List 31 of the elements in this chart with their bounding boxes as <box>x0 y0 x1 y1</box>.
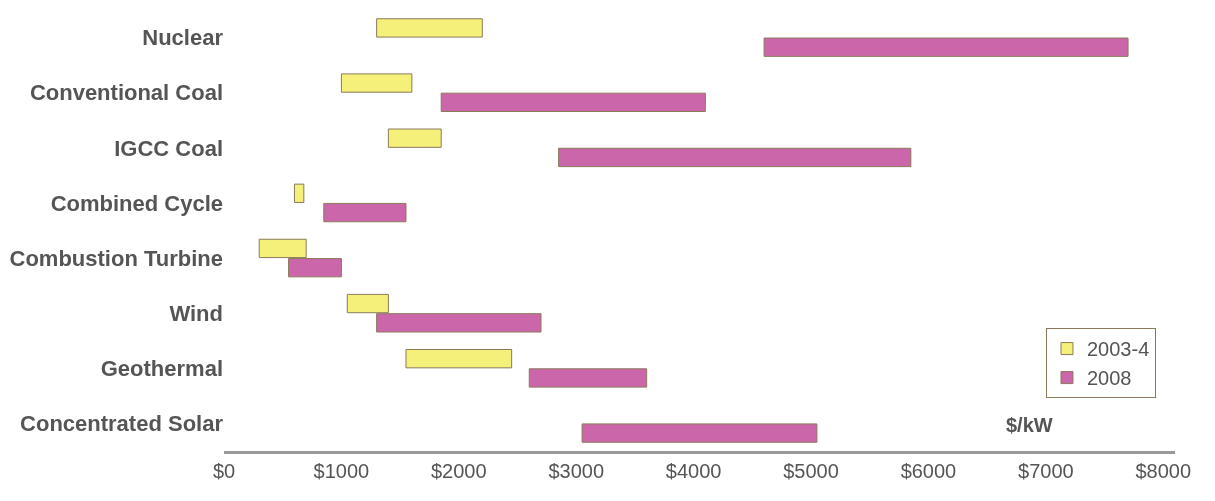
legend-label: 2008 <box>1086 367 1132 390</box>
bar <box>440 92 706 112</box>
x-tick-label: $6000 <box>900 460 957 482</box>
y-tick-label: Conventional Coal <box>29 80 223 106</box>
x-tick-label: $1000 <box>313 460 370 482</box>
bar <box>528 368 648 388</box>
y-tick-label: IGCC Coal <box>114 135 223 161</box>
bar <box>405 349 513 369</box>
y-tick-label: Geothermal <box>100 356 223 382</box>
bar <box>323 202 407 223</box>
x-tick-label: $3000 <box>548 460 605 482</box>
y-tick-label: Combustion Turbine <box>9 245 223 271</box>
bar <box>340 73 413 93</box>
bar <box>581 423 818 443</box>
bar <box>293 183 305 203</box>
bar <box>387 128 442 148</box>
x-tick-label: $0 <box>212 460 236 482</box>
y-tick-label: Nuclear <box>142 25 224 51</box>
legend-label: 2003-4 <box>1086 338 1150 361</box>
x-tick-label: $2000 <box>431 460 487 482</box>
y-tick-label: Concentrated Solar <box>20 411 224 437</box>
x-tick-label: $4000 <box>665 460 722 482</box>
x-tick-label: $5000 <box>783 460 839 482</box>
y-tick-label: Combined Cycle <box>50 190 223 216</box>
bar <box>763 37 1129 57</box>
x-tick-label: $7000 <box>1018 460 1074 482</box>
bar <box>376 18 483 38</box>
annotation: $/kW <box>1006 414 1053 436</box>
x-tick-label: $8000 <box>1135 460 1192 482</box>
y-tick-label: Wind <box>169 300 223 326</box>
bar <box>558 147 912 168</box>
